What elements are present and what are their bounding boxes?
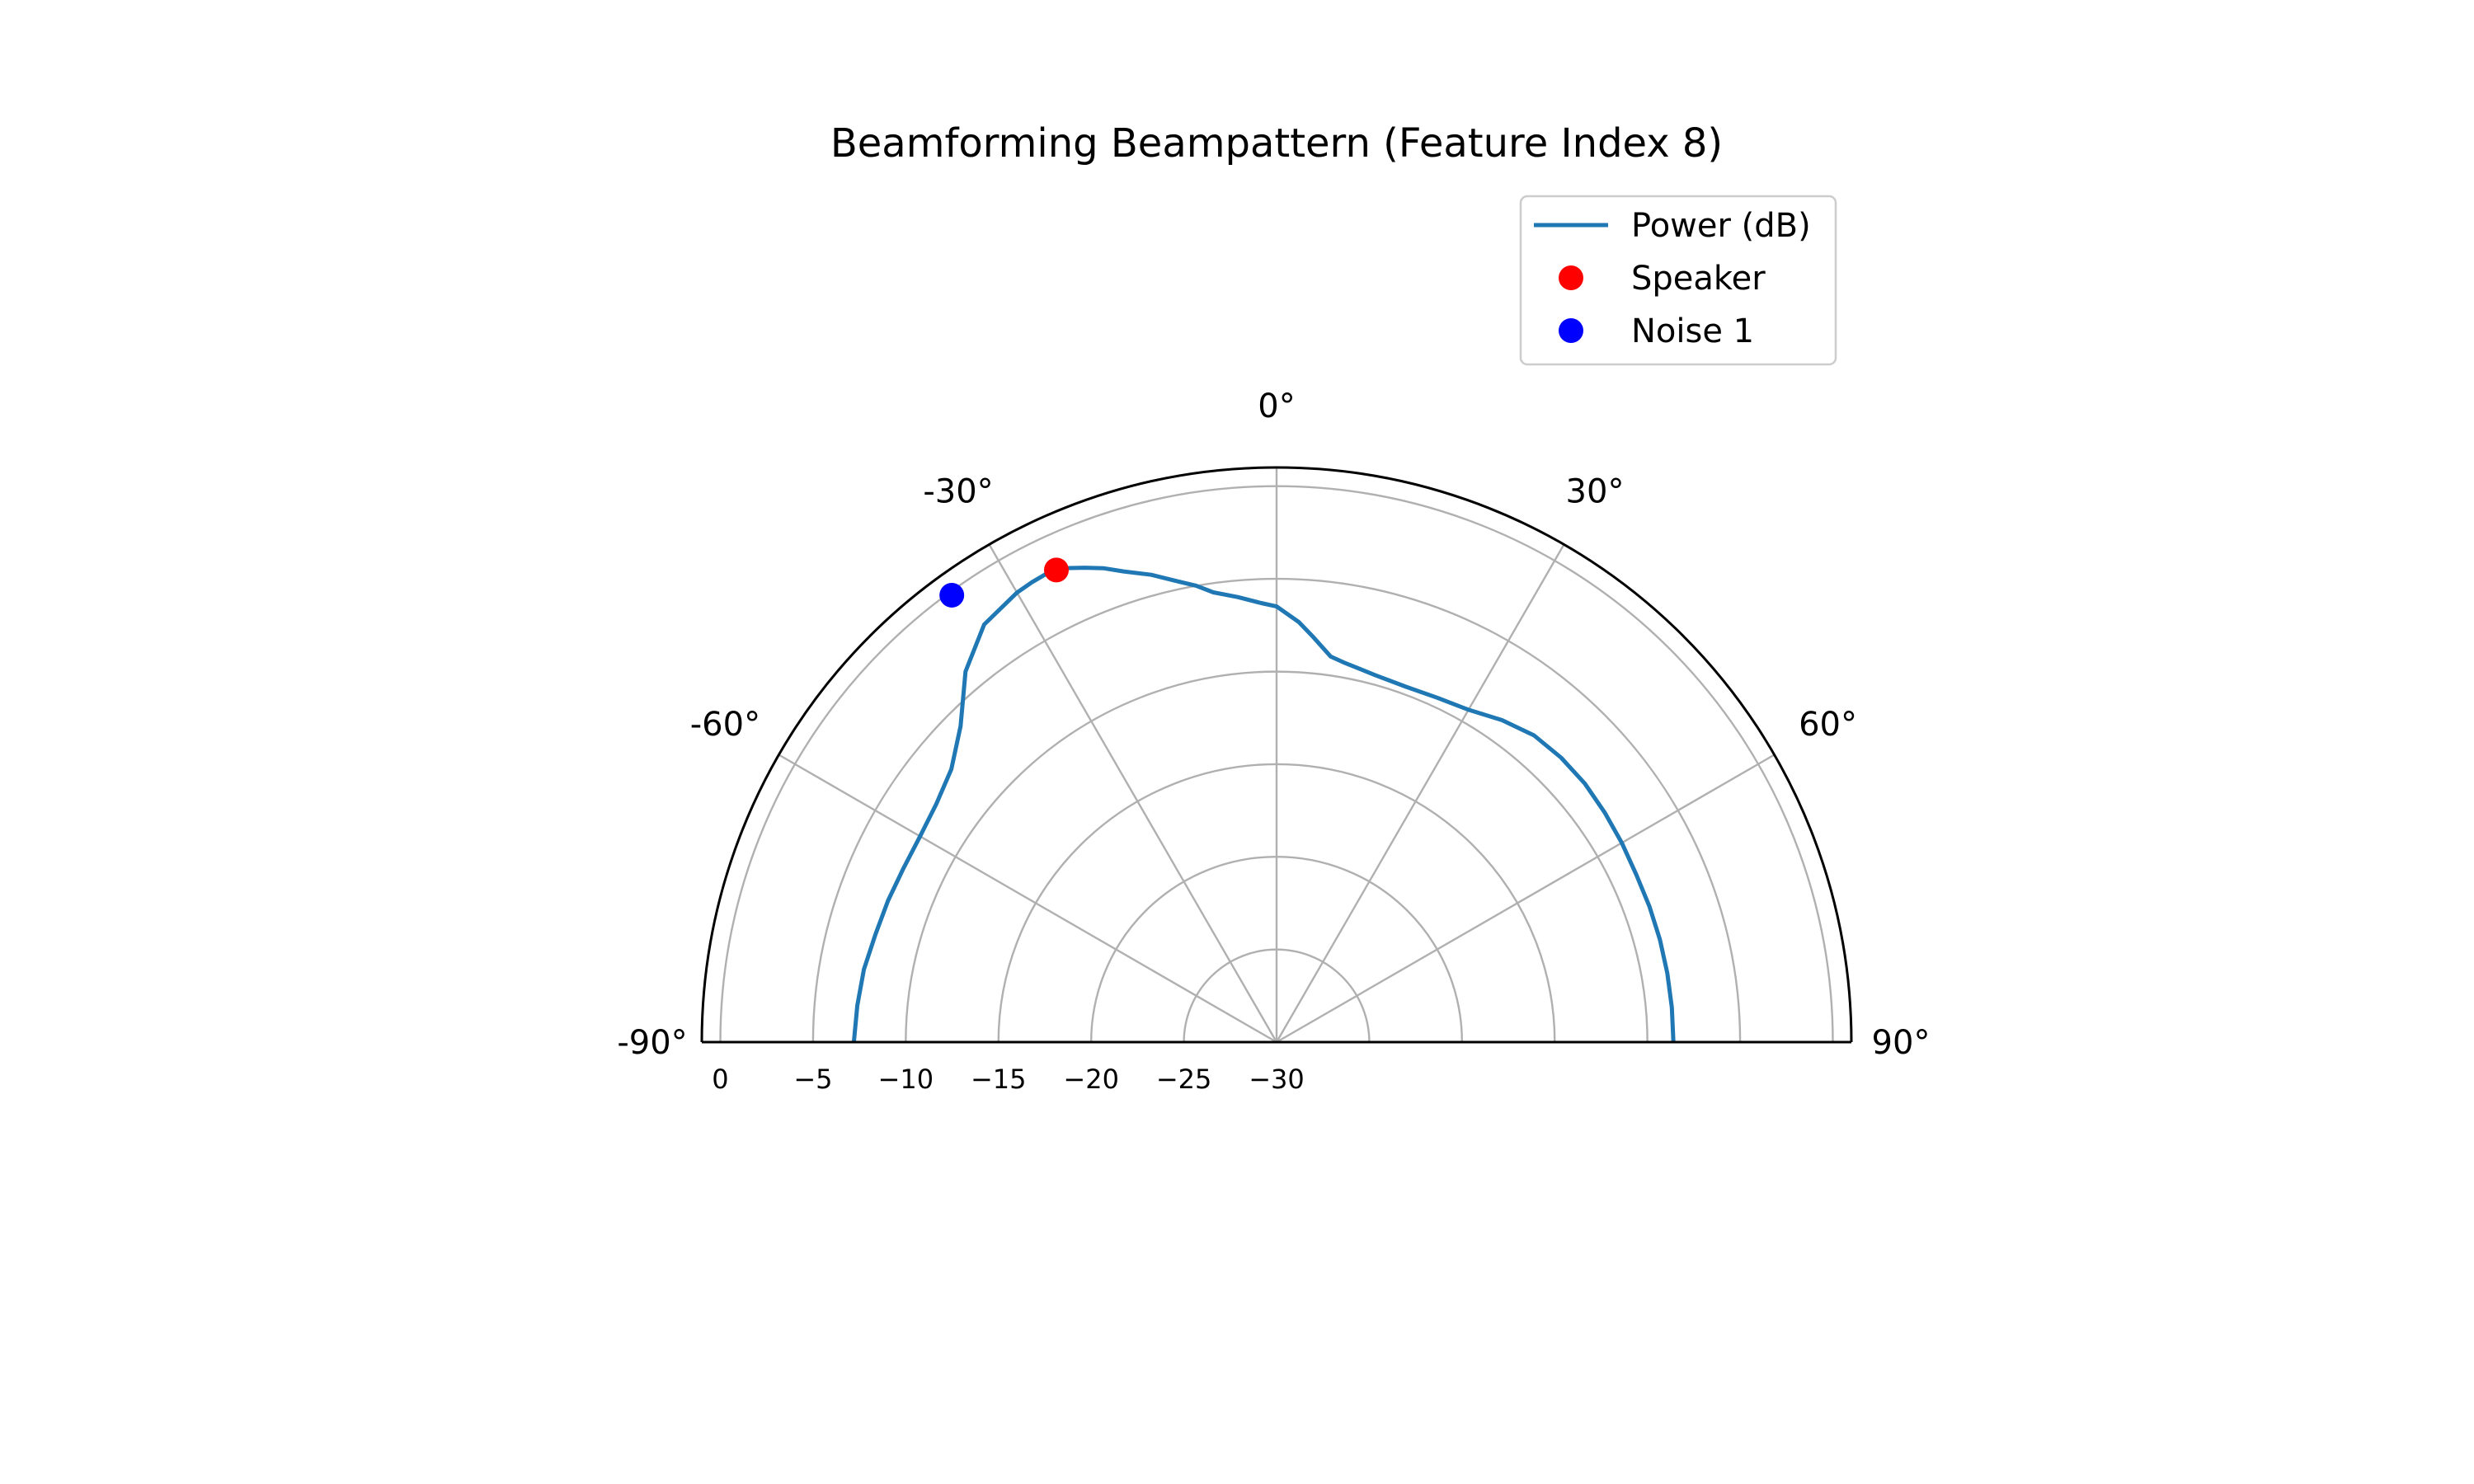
legend-noise-swatch [1559, 318, 1583, 343]
noise-1-marker [939, 582, 965, 608]
legend-noise-label: Noise 1 [1631, 312, 1754, 350]
r-tick-label: −25 [1156, 1064, 1212, 1095]
speaker-marker [1043, 557, 1069, 583]
angular-gridline-4 [1275, 543, 1565, 1043]
legend-power-label: Power (dB) [1631, 207, 1811, 245]
r-tick-label: −30 [1249, 1064, 1305, 1095]
theta-tick-label: -90° [617, 1024, 687, 1062]
series-layer [851, 557, 1676, 1043]
chart-title: Beamforming Beampattern (Feature Index 8… [830, 120, 1723, 167]
legend-speaker-label: Speaker [1631, 260, 1766, 298]
r-tick-label: −20 [1063, 1064, 1119, 1095]
theta-tick-label: 90° [1872, 1024, 1931, 1062]
tick-labels: -90° -60° -30° 0° 30° 60° 90° 0 −5 −10 −15 −20 −25 −3… [617, 387, 1930, 1095]
legend: Power (dB) Speaker Noise 1 [1519, 195, 1837, 366]
theta-tick-label: 30° [1566, 472, 1625, 510]
theta-tick-label: 0° [1258, 387, 1295, 425]
theta-tick-label: -60° [690, 706, 760, 744]
r-tick-label: 0 [712, 1064, 728, 1095]
r-tick-label: −10 [878, 1064, 934, 1095]
theta-tick-label: 60° [1799, 706, 1857, 744]
theta-tick-label: -30° [923, 472, 993, 510]
r-tick-label: −5 [793, 1064, 832, 1095]
polar-frame [700, 466, 1853, 1044]
legend-box [1519, 195, 1837, 366]
angular-gridline-5 [1276, 754, 1776, 1044]
r-tick-label: −15 [971, 1064, 1027, 1095]
legend-speaker-swatch [1559, 265, 1583, 290]
power-db-line [851, 566, 1676, 1043]
polar-grid [719, 467, 1834, 1044]
angular-gridline-2 [988, 543, 1278, 1043]
outer-arc [700, 466, 1853, 1043]
angular-gridline-1 [778, 754, 1277, 1044]
